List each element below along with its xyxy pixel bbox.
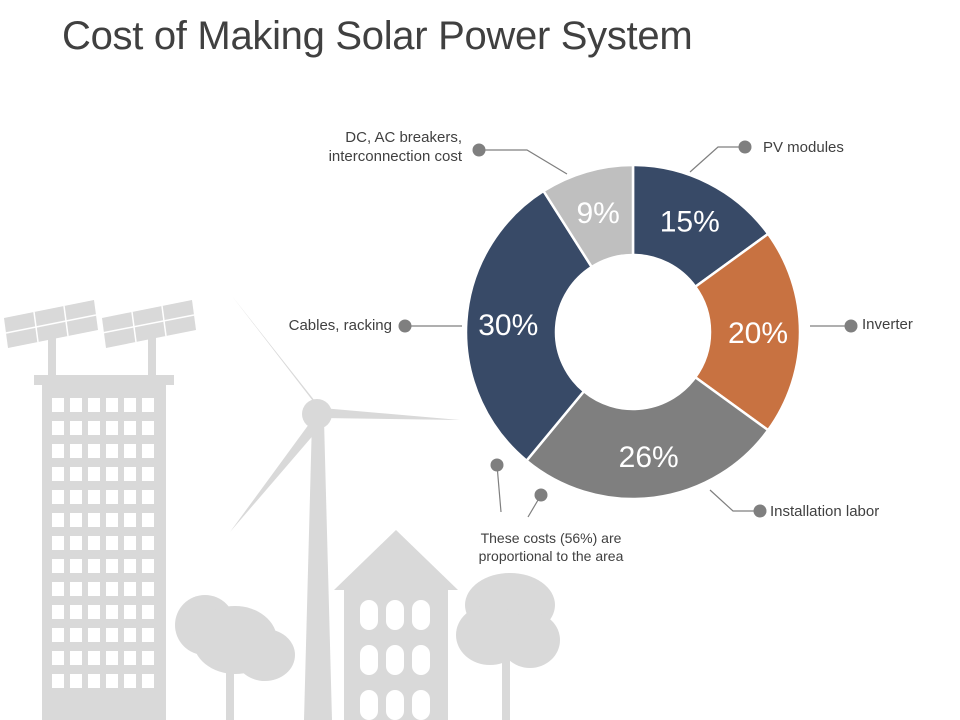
- callout-line: [479, 149, 568, 175]
- callout-dot: [398, 319, 412, 333]
- donut-slice-4: [464, 189, 594, 463]
- wind-turbine-icon: [230, 296, 460, 720]
- donut-slice-1: [631, 163, 770, 289]
- annotation-line: [496, 464, 502, 513]
- page-title: Cost of Making Solar Power System: [62, 14, 693, 58]
- slice-name-label: PV modules: [763, 139, 844, 156]
- tree-icon: [456, 573, 560, 720]
- donut-slice-3: [524, 375, 770, 501]
- area-annotation: These costs (56%) are proportional to the…: [479, 530, 624, 564]
- slice-name-label: Inverter: [862, 316, 913, 333]
- panel-grid: [5, 305, 195, 343]
- callout-dot: [844, 319, 858, 333]
- tree-icon: [175, 595, 295, 720]
- callout-dot: [738, 140, 752, 154]
- slice-name-label: Cables, racking: [289, 317, 392, 334]
- slice-name-label: Installation labor: [770, 503, 879, 520]
- slice-percent-label: 26%: [619, 441, 679, 474]
- slice-name-label: DC, AC breakers, interconnection cost: [329, 129, 463, 165]
- callout-line: [689, 146, 745, 173]
- donut-slice-5: [541, 163, 635, 269]
- window-grid: [52, 398, 430, 720]
- slice-percent-label: 9%: [576, 197, 619, 230]
- slice-percent-label: 30%: [478, 309, 538, 342]
- donut-slice-2: [693, 232, 802, 432]
- callout-line: [709, 489, 760, 512]
- callout-dot: [753, 504, 767, 518]
- annotation-dot: [490, 458, 504, 472]
- annotation-dot: [534, 488, 548, 502]
- slice-percent-label: 20%: [728, 317, 788, 350]
- callout-dot: [472, 143, 486, 157]
- slice-percent-label: 15%: [660, 206, 720, 239]
